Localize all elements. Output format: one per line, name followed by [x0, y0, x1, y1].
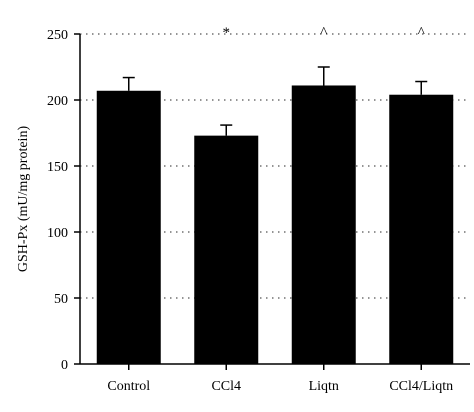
tick-labels: 0 50 100 150 200 250 Control CCl4 * Liqtn ^ CCl4/Li… [47, 25, 453, 394]
y-axis-title: GSH-Px (mU/mg protein) [16, 126, 31, 273]
axes [79, 34, 470, 365]
x-tick-label: Control [107, 379, 150, 394]
y-tick-label: 100 [47, 226, 68, 241]
y-tick-label: 250 [47, 28, 68, 43]
y-tick-label: 50 [54, 292, 68, 307]
significance-marker: ^ [418, 25, 425, 41]
bar [194, 135, 259, 364]
x-tick-label: CCl4 [211, 379, 241, 394]
x-tick-label: Liqtn [309, 379, 339, 394]
bar [96, 90, 161, 364]
x-tick-label: CCl4/Liqtn [389, 379, 453, 394]
bars [96, 66, 454, 370]
significance-marker: ^ [320, 25, 327, 41]
bar [389, 94, 454, 364]
bar [291, 85, 356, 364]
significance-marker: * [223, 25, 231, 41]
y-tick-label: 150 [47, 160, 68, 175]
y-tick-label: 0 [61, 358, 68, 373]
y-tick-label: 200 [47, 94, 68, 109]
